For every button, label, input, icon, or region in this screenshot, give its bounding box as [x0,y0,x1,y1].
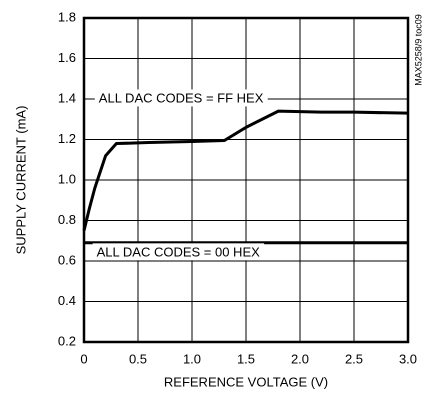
y-tick-label: 1.4 [58,90,76,105]
y-axis-label: SUPPLY CURRENT (mA) [13,106,28,255]
y-tick-label: 1.0 [58,171,76,186]
x-tick-label: 0.5 [129,351,147,366]
y-tick-label: 0.2 [58,333,76,348]
y-tick-label: 0.8 [58,212,76,227]
y-tick-label: 1.8 [58,9,76,24]
y-tick-label: 0.4 [58,293,76,308]
series-label: ALL DAC CODES = 00 HEX [97,244,260,259]
x-axis-label: REFERENCE VOLTAGE (V) [164,374,328,389]
plot-frame [82,16,410,344]
series-label: ALL DAC CODES = FF HEX [99,90,264,105]
x-tick-label: 0 [80,351,87,366]
x-tick-label: 1.0 [183,351,201,366]
x-tick-label: 2.0 [291,351,309,366]
data-line [82,109,409,231]
series-label-bg [92,243,265,261]
series-label-bg [94,89,268,107]
y-tick-label: 0.6 [58,252,76,267]
x-tick-label: 3.0 [399,351,417,366]
y-tick-label: 1.6 [58,50,76,65]
y-tick-label: 1.2 [58,131,76,146]
side-note: MAX5258/9 toc09 [413,14,423,86]
x-tick-label: 1.5 [237,351,255,366]
x-tick-label: 2.5 [345,351,363,366]
